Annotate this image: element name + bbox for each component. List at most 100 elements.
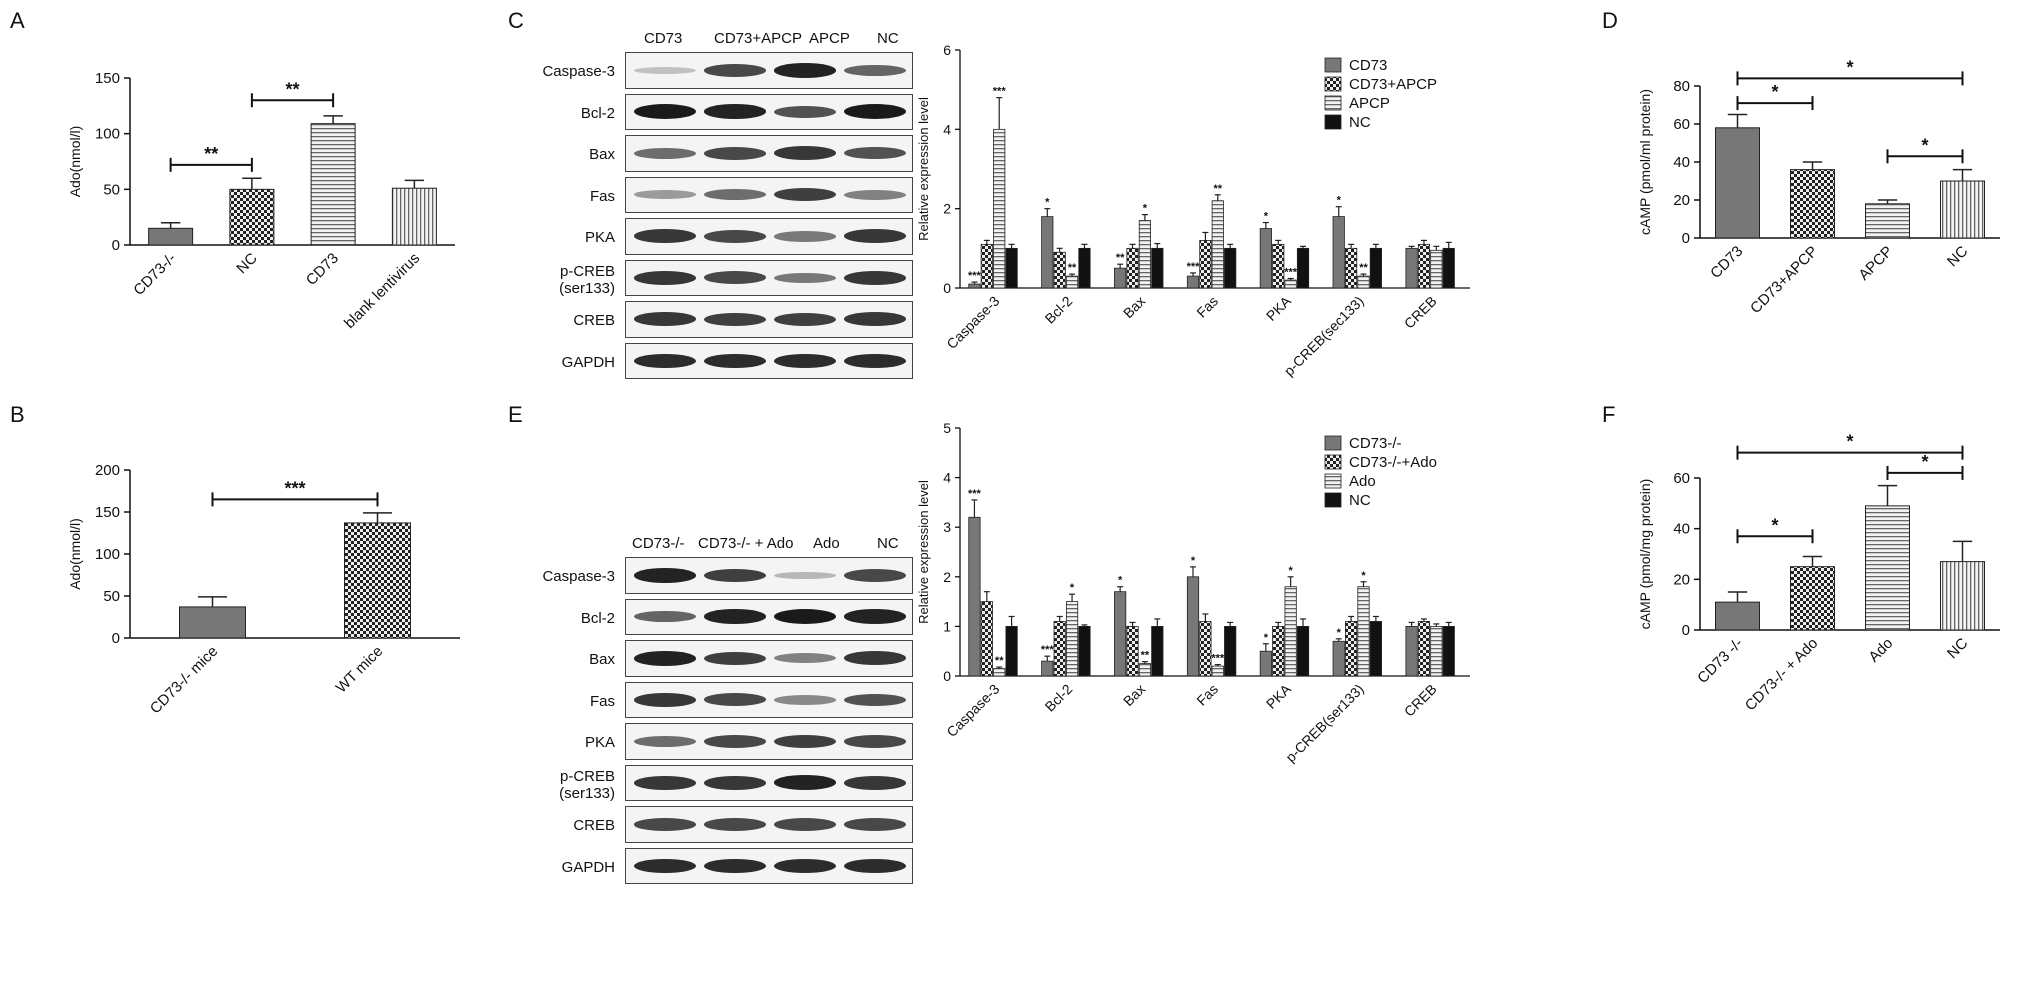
- blot-band: [844, 568, 906, 582]
- x-tick-label: blank lentivirus: [341, 250, 423, 332]
- bar: [1790, 566, 1835, 631]
- bar: [1053, 621, 1066, 677]
- blot-strip: [625, 135, 913, 172]
- panel-letter-a: A: [10, 8, 25, 33]
- x-tick-label: PKA: [1263, 292, 1295, 324]
- y-tick-label: 0: [1682, 622, 1690, 639]
- western-blot-e: CD73-/- CD73-/- + Ado Ado NC Caspase-3 Bcl-2 B…: [520, 535, 920, 995]
- blot-band: [704, 312, 766, 326]
- bar: [1442, 247, 1455, 289]
- blot-band: [704, 146, 766, 160]
- bar: [1259, 228, 1272, 289]
- bar: [1224, 247, 1237, 289]
- blot-band: [634, 567, 696, 583]
- blot-band: [844, 147, 906, 160]
- significance-label: **: [995, 655, 1004, 667]
- significance-label: **: [204, 144, 218, 164]
- y-tick-label: 6: [943, 42, 951, 58]
- bar: [179, 606, 246, 639]
- y-axis-label: Ado(nmol/l): [67, 518, 83, 590]
- bar: [1138, 220, 1152, 289]
- significance-label: **: [1141, 650, 1150, 662]
- legend-swatch: [1324, 454, 1342, 470]
- significance-label: *: [1771, 82, 1778, 102]
- blot-band: [774, 694, 836, 705]
- bar: [1199, 621, 1212, 677]
- legend-swatch: [1324, 76, 1342, 92]
- legend-swatch: [1324, 57, 1342, 73]
- bar: [1005, 247, 1018, 289]
- blot-band: [634, 650, 696, 666]
- blot-band: [774, 272, 836, 283]
- blot-band: [704, 734, 766, 748]
- bar: [1114, 591, 1127, 677]
- blot-row-label: Bax: [589, 146, 615, 163]
- blot-band: [774, 858, 836, 873]
- x-tick-label: NC: [1944, 243, 1971, 270]
- significance-label: ***: [1041, 644, 1055, 656]
- blot-band: [844, 858, 906, 873]
- lane-header: CD73-/- + Ado: [698, 535, 794, 552]
- blot-strip: [625, 640, 913, 677]
- lane-header: NC: [877, 30, 899, 47]
- bar: [1065, 275, 1079, 289]
- blot-band: [704, 104, 766, 120]
- blot-band: [844, 64, 906, 76]
- lane-header: CD73-/-: [632, 535, 685, 552]
- bar: [980, 243, 993, 289]
- y-tick-label: 5: [943, 420, 951, 436]
- legend-swatch: [1324, 95, 1342, 111]
- bar: [1865, 505, 1910, 631]
- x-tick-label: CD73 -/-: [1694, 635, 1746, 687]
- bar: [1405, 247, 1418, 289]
- blot-row-label: CREB: [573, 312, 615, 329]
- blot-band: [844, 693, 906, 706]
- bar: [1114, 267, 1127, 289]
- y-tick-label: 20: [1673, 192, 1690, 209]
- bar: [1405, 626, 1418, 677]
- panel-letter-e: E: [508, 402, 523, 427]
- chart-b-ado-mice: 0 50 100 150 200 Ado(nmol/l) CD73-/- mice WT mi…: [67, 462, 460, 717]
- x-tick-label: PKA: [1263, 680, 1295, 712]
- y-tick-label: 80: [1673, 78, 1690, 95]
- bar: [1138, 663, 1152, 677]
- blot-band: [774, 775, 836, 791]
- blot-band: [774, 105, 836, 118]
- blot-band: [774, 231, 836, 242]
- significance-label: *: [1337, 195, 1342, 207]
- y-tick-label: 1: [943, 618, 951, 634]
- bar: [1041, 660, 1054, 677]
- x-tick-label: WT mice: [333, 643, 387, 697]
- blot-row-label: p-CREB (ser133): [559, 262, 615, 297]
- blot-row-label: GAPDH: [561, 858, 615, 876]
- legend-swatch: [1324, 492, 1342, 508]
- blot-band: [704, 271, 766, 285]
- y-tick-label: 200: [95, 462, 120, 479]
- blot-band: [634, 66, 696, 74]
- blot-band: [774, 734, 836, 748]
- blot-band: [634, 270, 696, 285]
- blot-row-label: Caspase-3: [542, 568, 615, 585]
- bar: [1417, 243, 1431, 289]
- chart-a-ado-levels: 0 50 100 150 Ado(nmol/l) CD73-/- NC CD73 blank l…: [67, 70, 455, 332]
- bar: [1078, 626, 1091, 677]
- bar: [1790, 169, 1835, 239]
- blot-band: [704, 568, 766, 582]
- significance-label: *: [1921, 135, 1928, 155]
- blot-strip: [625, 847, 913, 884]
- significance-label: ***: [284, 478, 305, 498]
- significance-label: *: [1143, 203, 1148, 215]
- blot-band: [634, 775, 696, 790]
- bar: [1430, 249, 1443, 289]
- blot-band: [634, 229, 696, 244]
- y-tick-label: 60: [1673, 470, 1690, 487]
- bar: [1284, 586, 1297, 677]
- blot-strip: [625, 342, 913, 379]
- bar: [391, 187, 437, 246]
- blot-strip: [625, 598, 913, 635]
- y-tick-label: 2: [943, 201, 951, 217]
- bar: [993, 668, 1006, 677]
- bar: [310, 123, 356, 246]
- bar: [1284, 279, 1297, 289]
